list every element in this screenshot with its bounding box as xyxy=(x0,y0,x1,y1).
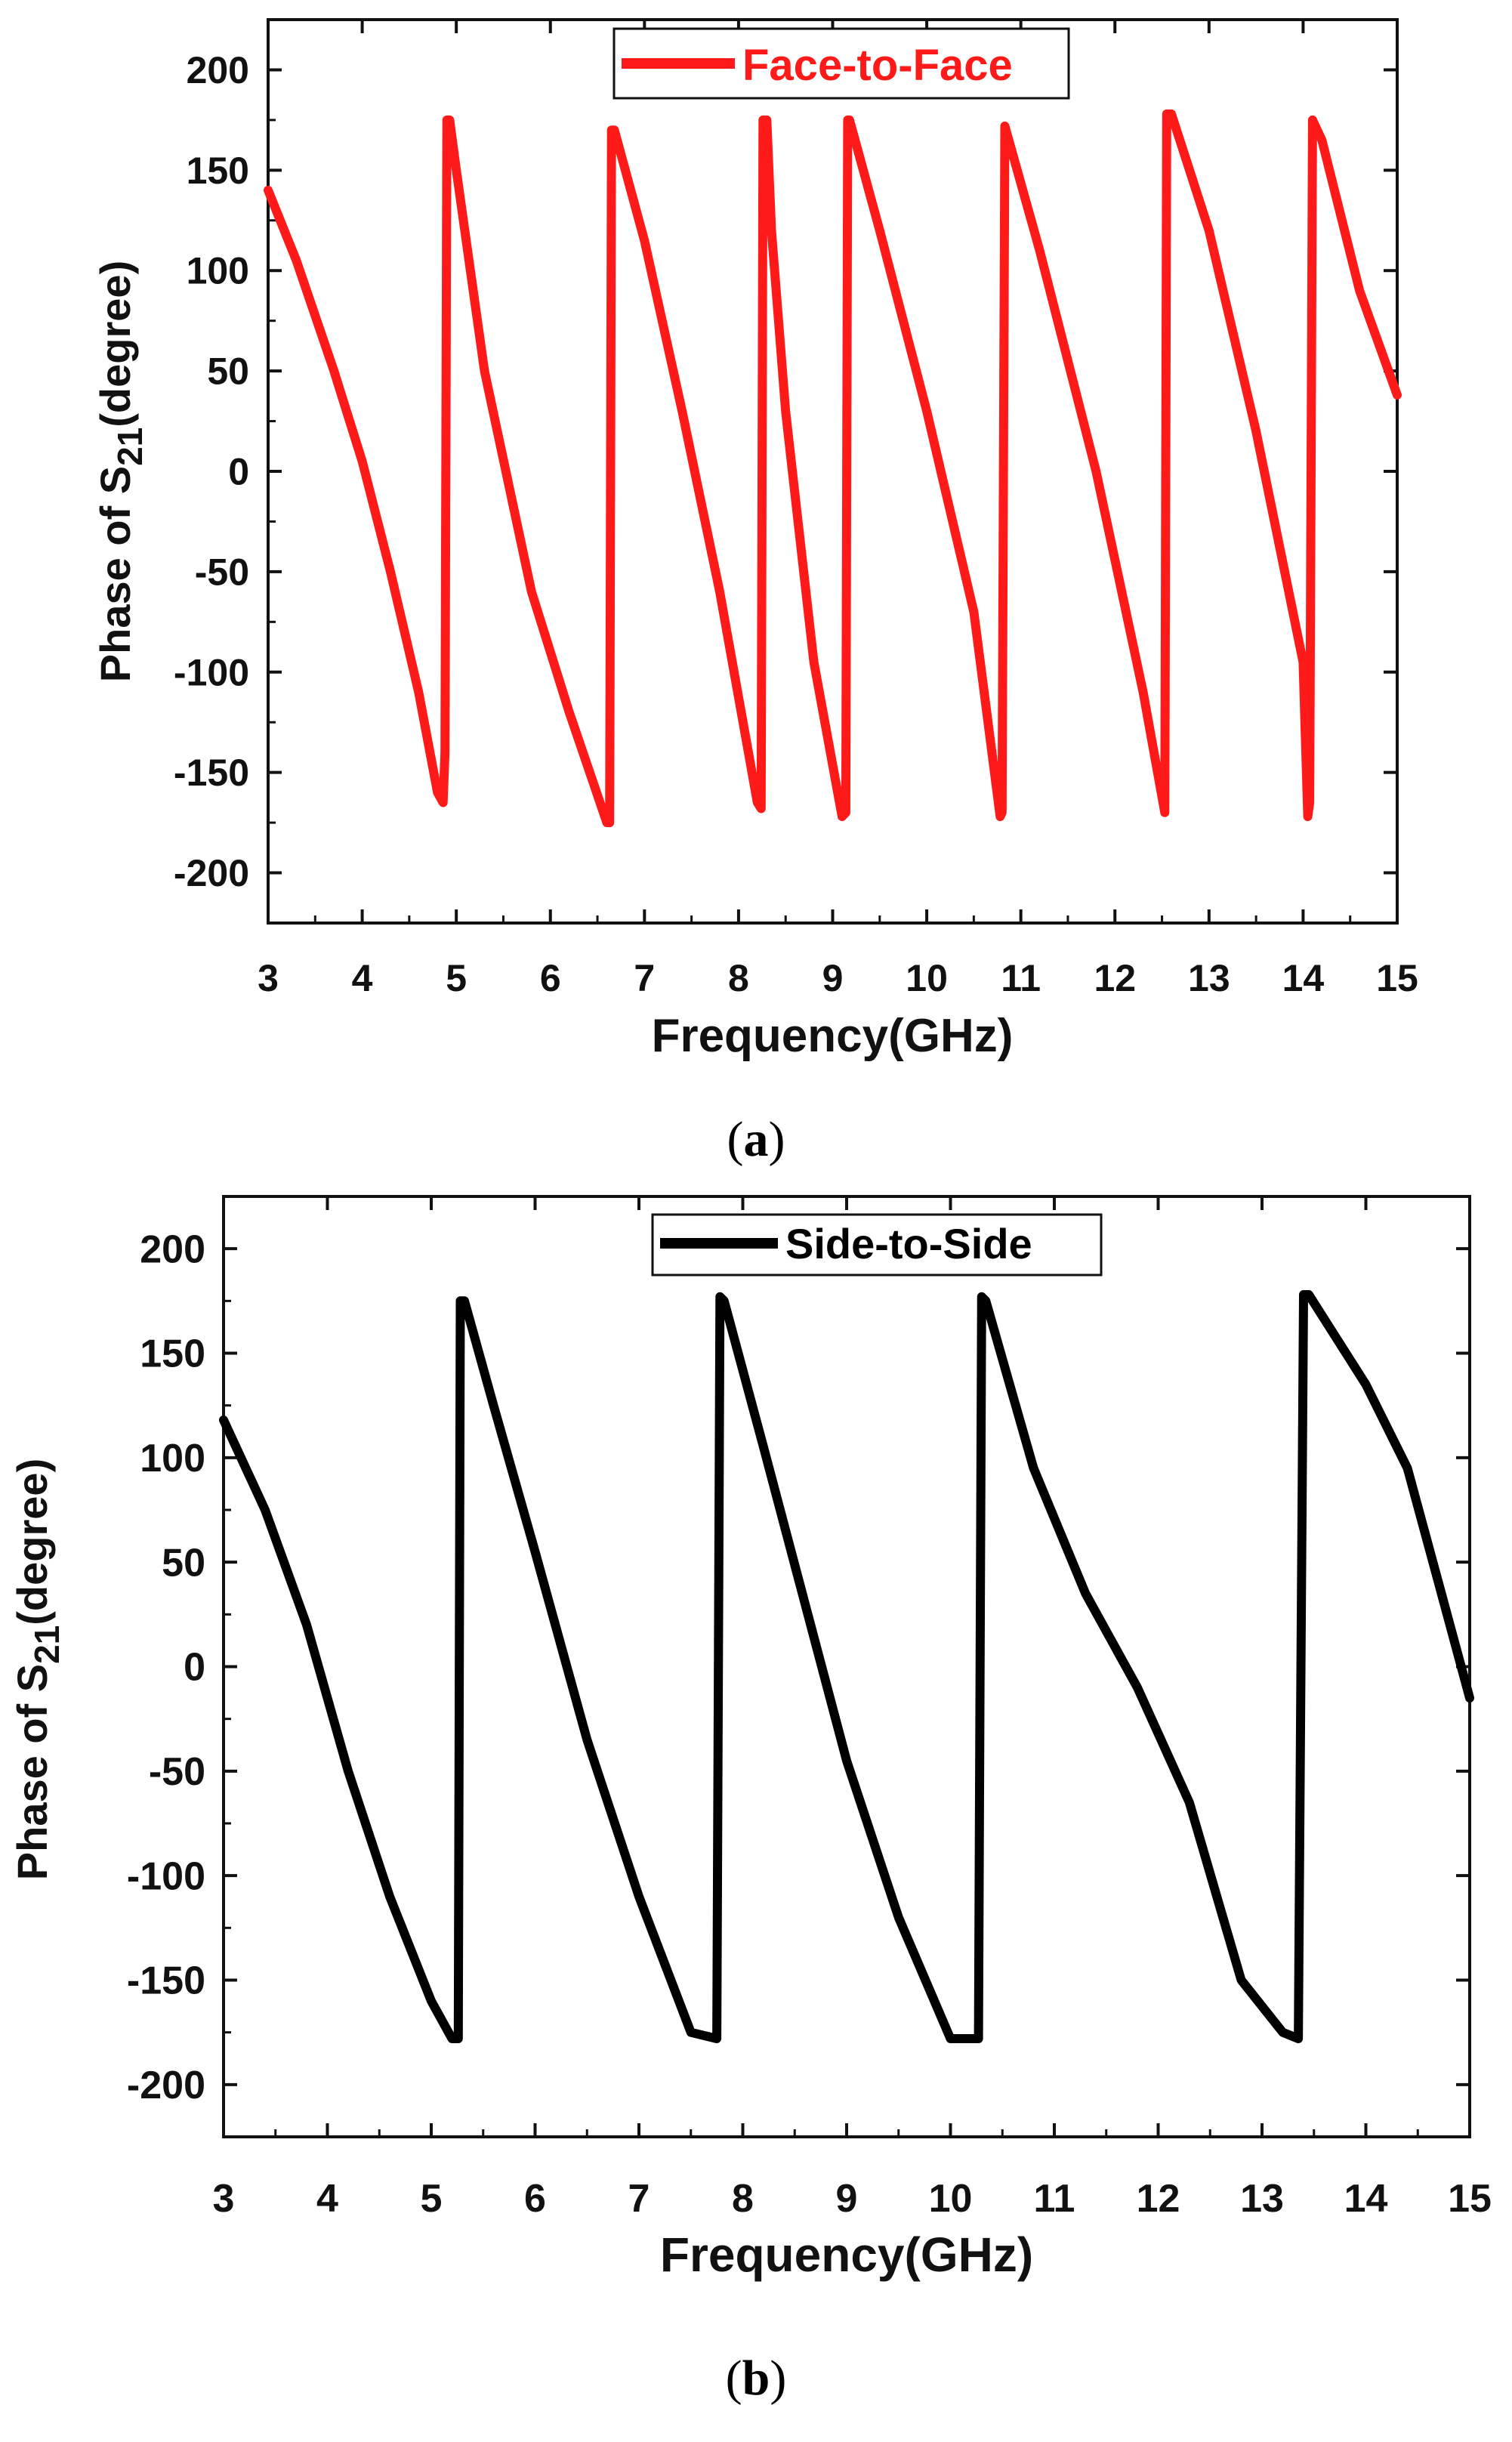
caption-a: (a) xyxy=(727,1112,785,1167)
y-tick-label: 150 xyxy=(187,150,249,192)
legend-b: Side-to-Side xyxy=(651,1213,1103,1277)
x-axis-title-a: Frequency(GHz) xyxy=(652,1010,1014,1062)
x-tick-label: 6 xyxy=(540,957,561,999)
x-tick-label: 14 xyxy=(1344,2177,1388,2221)
x-tick-label: 13 xyxy=(1188,957,1230,999)
x-tick-label: 11 xyxy=(1001,957,1041,999)
x-tick-label: 10 xyxy=(906,957,948,999)
y-tick-label: -100 xyxy=(127,1854,205,1898)
caption-letter-b: b xyxy=(742,2351,770,2406)
x-tick-label: 7 xyxy=(628,2177,650,2221)
series-group-a xyxy=(264,109,1402,828)
x-tick-label: 14 xyxy=(1282,957,1325,999)
y-tick-label: 200 xyxy=(140,1227,205,1271)
y-axis-title-main-a: Phase of S xyxy=(91,466,139,682)
legend-label-a: Face-to-Face xyxy=(742,41,1013,90)
y-axis-title-rest-a: (degree) xyxy=(91,261,139,428)
series-line-face-to-face xyxy=(264,109,1402,828)
x-tick-label: 8 xyxy=(732,2177,754,2221)
y-axis-title-rest-b: (degree) xyxy=(8,1459,56,1625)
x-tick-label: 4 xyxy=(316,2177,338,2221)
x-tick-label: 4 xyxy=(352,957,373,999)
y-tick-label: 150 xyxy=(140,1332,205,1376)
x-ticks-a: 3 4 5 6 7 8 9 10 11 12 13 14 15 xyxy=(258,20,1418,999)
x-tick-label: 11 xyxy=(1034,2177,1075,2221)
x-tick-label: 9 xyxy=(822,957,844,999)
x-axis-title-b: Frequency(GHz) xyxy=(660,2227,1033,2282)
x-tick-label: 5 xyxy=(421,2177,443,2221)
y-axis-title-sub-b: 21 xyxy=(27,1625,66,1664)
y-axis-title-sub-a: 21 xyxy=(110,428,150,466)
x-tick-label: 10 xyxy=(929,2177,973,2221)
caption-b: (b) xyxy=(726,2351,787,2406)
x-tick-label: 3 xyxy=(213,2177,235,2221)
y-axis-title-a: Phase of S21(degree) xyxy=(91,261,150,682)
x-tick-label: 6 xyxy=(524,2177,546,2221)
y-tick-label: 0 xyxy=(184,1646,205,1690)
y-tick-label: -200 xyxy=(127,2064,205,2107)
y-tick-label: 50 xyxy=(207,350,249,393)
y-tick-label: 0 xyxy=(228,451,249,493)
y-tick-label: 50 xyxy=(162,1541,205,1585)
y-tick-label: -150 xyxy=(127,1959,205,2003)
x-tick-label: 12 xyxy=(1137,2177,1180,2221)
x-tick-label: 8 xyxy=(728,957,749,999)
plot-frame-b xyxy=(222,1195,1471,2138)
x-tick-label: 7 xyxy=(634,957,655,999)
y-tick-label: -150 xyxy=(174,752,249,794)
chart-panel-a: -200 -150 -100 -50 0 50 100 150 200 3 4 5 6 7 8 9 10 11 1… xyxy=(91,18,1418,1167)
chart-panel-b: -200 -150 -100 -50 0 50 100 150 200 3 4 5 6 7 8 9 10 11 1… xyxy=(8,1195,1492,2406)
x-tick-label: 12 xyxy=(1094,957,1136,999)
y-ticks-b: -200 -150 -100 -50 0 50 100 150 200 xyxy=(127,1227,1470,2107)
x-tick-label: 3 xyxy=(258,957,279,999)
x-tick-label: 15 xyxy=(1448,2177,1492,2221)
y-axis-title-main-b: Phase of S xyxy=(8,1664,56,1880)
x-tick-label: 9 xyxy=(836,2177,858,2221)
y-ticks-a: -200 -150 -100 -50 0 50 100 150 200 xyxy=(174,49,1397,894)
legend-a: Face-to-Face xyxy=(613,27,1070,100)
x-ticks-b: 3 4 5 6 7 8 9 10 11 12 13 14 15 xyxy=(213,1196,1492,2221)
caption-letter-a: a xyxy=(744,1112,769,1167)
y-tick-label: -50 xyxy=(195,551,249,593)
y-tick-label: -50 xyxy=(149,1750,205,1794)
y-tick-label: -100 xyxy=(174,651,249,693)
y-tick-label: 100 xyxy=(140,1437,205,1480)
y-tick-label: 100 xyxy=(187,250,249,292)
series-line-side-to-side xyxy=(219,1290,1474,2043)
x-tick-label: 5 xyxy=(446,957,467,999)
legend-label-b: Side-to-Side xyxy=(785,1220,1032,1267)
y-tick-label: -200 xyxy=(174,852,249,894)
y-axis-title-b: Phase of S21(degree) xyxy=(8,1459,66,1880)
y-tick-label: 200 xyxy=(187,49,249,91)
x-tick-label: 15 xyxy=(1376,957,1418,999)
x-tick-label: 13 xyxy=(1240,2177,1284,2221)
series-group-b xyxy=(219,1290,1474,2043)
